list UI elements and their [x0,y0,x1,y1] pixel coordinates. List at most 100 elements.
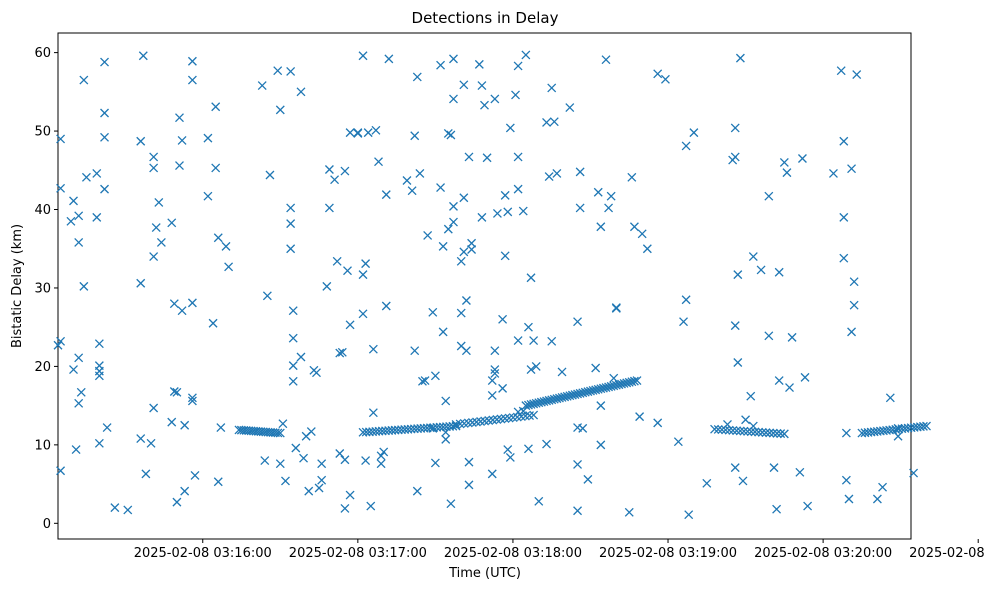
data-point [467,245,477,254]
data-point [513,61,523,71]
data-point [573,389,583,399]
data-point [379,447,389,457]
data-point [732,426,742,436]
data-point [492,208,502,218]
data-point [288,376,298,386]
data-point [187,75,197,85]
y-axis: 0 10 20 30 40 50 60 [34,46,58,532]
data-point [609,381,619,391]
data-point [366,501,376,511]
data-point [797,154,807,163]
data-point [741,415,751,425]
data-point [480,100,489,110]
data-point [536,397,546,407]
data-point [756,265,766,275]
data-point [418,376,427,386]
data-point [526,400,536,409]
data-point [730,123,740,133]
data-point [286,203,296,213]
data-point [513,184,523,194]
data-point [172,497,182,507]
data-point [800,372,810,382]
data-point [340,455,350,465]
data-point [679,317,688,327]
data-point [428,307,438,317]
data-point [208,318,218,328]
data-point [180,420,190,430]
data-point [402,176,412,185]
data-point [317,459,327,469]
data-point [578,388,588,398]
data-point [464,480,474,490]
data-point [423,230,433,240]
data-point [542,396,551,406]
data-point [593,187,603,197]
data-point [477,81,487,91]
data-point [844,494,854,504]
data-point [66,216,76,226]
data-point [288,333,298,343]
data-point [684,510,694,520]
data-point [461,296,471,305]
data-point [596,384,606,394]
data-point [167,417,177,427]
x-tick-label: 2025-02-08 03:18:00 [444,546,582,561]
data-point [505,123,515,133]
data-point [500,251,510,261]
data-point [549,117,559,127]
data-point [430,371,440,381]
data-point [710,424,720,434]
data-point [384,54,394,64]
data-point [521,401,531,411]
data-point [573,460,583,469]
data-point [567,390,577,400]
data-point [787,332,797,342]
data-point [498,383,508,393]
data-point [459,193,469,203]
data-point [343,266,352,276]
data-point [774,267,784,277]
data-point [136,136,146,146]
data-point [598,383,608,393]
data-point [601,383,611,392]
data-point [74,211,84,221]
data-point [606,191,616,201]
data-point [529,336,539,345]
data-point [526,273,536,283]
x-tick-label: 2025-02-08 03:16:00 [134,546,272,561]
data-point [549,394,559,404]
data-point [299,453,309,463]
data-point [555,393,564,403]
data-point [438,327,448,337]
data-point [79,281,89,291]
data-point [410,131,420,141]
data-point [175,161,184,171]
x-tick-label: 2025-02-08 03:17:00 [289,546,427,561]
data-point [500,190,510,200]
data-point [443,224,453,234]
data-point [547,83,557,93]
data-point [203,191,213,201]
data-point [847,327,857,337]
data-point [102,423,112,433]
data-point [281,476,290,486]
data-point [136,278,146,288]
data-point [187,298,197,308]
data-point [746,427,756,437]
data-point [730,463,740,473]
data-point [779,429,789,439]
data-point [69,365,78,375]
data-point [415,168,425,178]
data-point [746,391,756,401]
data-point [614,380,624,390]
data-point [503,207,513,217]
data-point [627,377,637,387]
data-point [459,80,469,90]
data-point [211,102,221,112]
data-point [262,291,272,301]
data-point [94,339,104,349]
data-point [358,309,368,319]
data-point [149,252,159,262]
data-point [449,94,458,104]
